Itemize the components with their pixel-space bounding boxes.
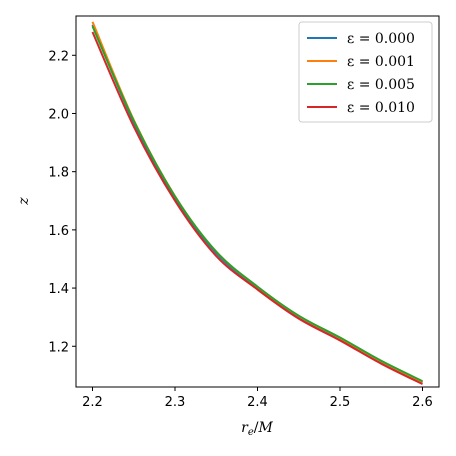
- y-tick-label: 2.0: [48, 107, 69, 122]
- legend-label-1: ε = 0.001: [347, 54, 415, 70]
- y-tick-label: 1.8: [48, 166, 69, 181]
- x-axis: 2.2 2.3 2.4 2.5 2.6: [82, 387, 433, 410]
- series-line-3: [91, 31, 423, 385]
- y-axis-label: z: [16, 197, 32, 206]
- series-line-2: [91, 25, 423, 383]
- y-tick-label: 1.4: [48, 282, 69, 297]
- legend-label-0: ε = 0.000: [347, 31, 415, 47]
- x-axis-label: re/M: [241, 420, 273, 438]
- legend-box: [298, 21, 433, 123]
- x-tick-label: 2.6: [412, 395, 433, 410]
- x-tick-label: 2.2: [82, 395, 103, 410]
- x-tick-label: 2.5: [330, 395, 351, 410]
- legend: ε = 0.000 ε = 0.001 ε = 0.005 ε = 0.010: [298, 21, 433, 123]
- x-tick-label: 2.3: [165, 395, 186, 410]
- y-tick-label: 1.2: [48, 340, 69, 355]
- legend-label-2: ε = 0.005: [347, 77, 415, 93]
- plot-lines: [91, 21, 423, 385]
- y-tick-label: 2.2: [48, 49, 69, 64]
- x-tick-label: 2.4: [247, 395, 268, 410]
- y-tick-label: 1.6: [48, 224, 69, 239]
- legend-label-3: ε = 0.010: [347, 100, 415, 116]
- y-axis: 1.2 1.4 1.6 1.8 2.0 2.2: [48, 49, 76, 355]
